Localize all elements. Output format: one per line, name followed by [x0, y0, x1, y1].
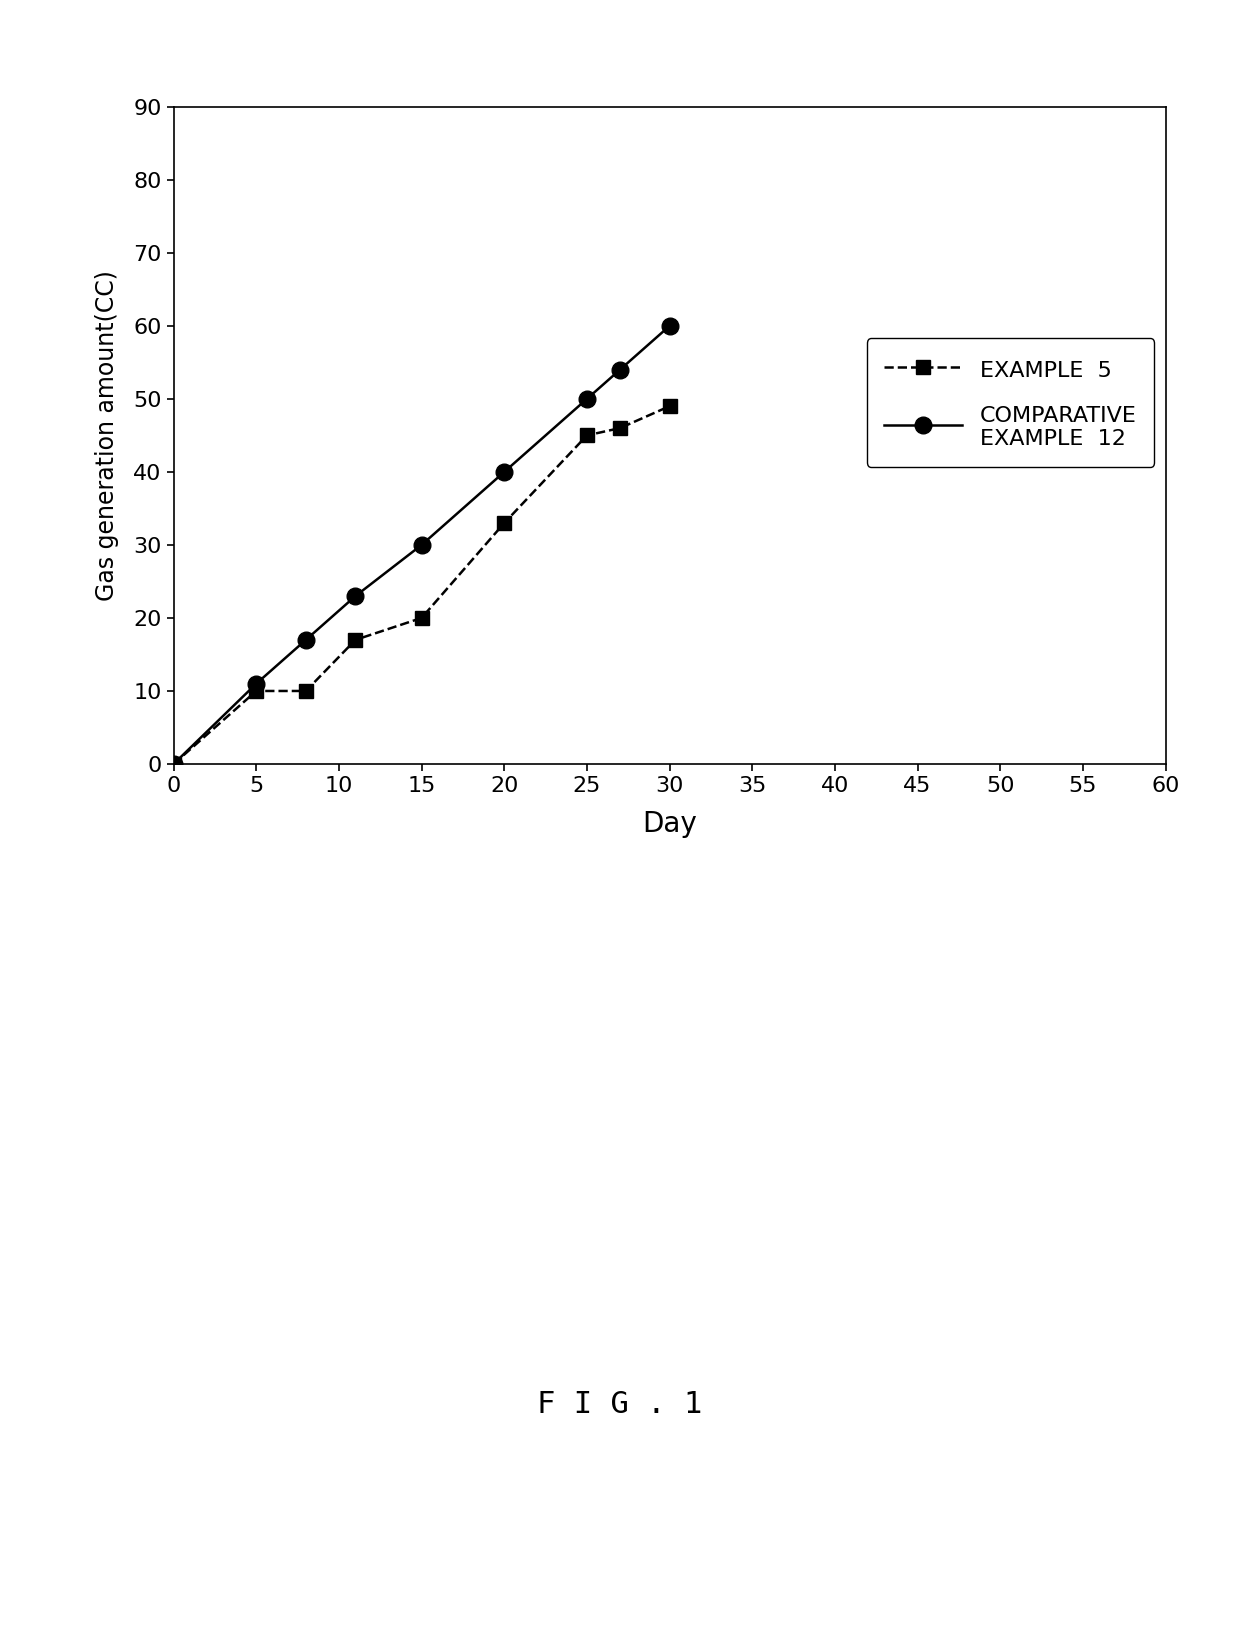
EXAMPLE  5 — [662, 396, 677, 416]
EXAMPLE  5 — [249, 682, 264, 702]
Line: EXAMPLE  5: EXAMPLE 5 — [166, 399, 677, 771]
EXAMPLE  5 — [348, 629, 363, 649]
EXAMPLE  5 — [579, 426, 594, 445]
Line: COMPARATIVE
EXAMPLE  12: COMPARATIVE EXAMPLE 12 — [165, 317, 678, 772]
COMPARATIVE
EXAMPLE  12 — [414, 536, 429, 555]
COMPARATIVE
EXAMPLE  12 — [348, 587, 363, 606]
Y-axis label: Gas generation amount(CC): Gas generation amount(CC) — [95, 269, 119, 601]
X-axis label: Day: Day — [642, 810, 697, 838]
COMPARATIVE
EXAMPLE  12 — [166, 754, 181, 774]
EXAMPLE  5 — [166, 754, 181, 774]
Text: F I G . 1: F I G . 1 — [537, 1390, 703, 1420]
COMPARATIVE
EXAMPLE  12 — [662, 315, 677, 335]
COMPARATIVE
EXAMPLE  12 — [579, 389, 594, 409]
Legend: EXAMPLE  5, COMPARATIVE
EXAMPLE  12: EXAMPLE 5, COMPARATIVE EXAMPLE 12 — [867, 338, 1154, 467]
COMPARATIVE
EXAMPLE  12 — [613, 360, 627, 380]
EXAMPLE  5 — [299, 682, 314, 702]
EXAMPLE  5 — [613, 419, 627, 439]
COMPARATIVE
EXAMPLE  12 — [249, 674, 264, 693]
COMPARATIVE
EXAMPLE  12 — [497, 462, 512, 481]
EXAMPLE  5 — [497, 513, 512, 532]
EXAMPLE  5 — [414, 608, 429, 628]
COMPARATIVE
EXAMPLE  12 — [299, 629, 314, 649]
